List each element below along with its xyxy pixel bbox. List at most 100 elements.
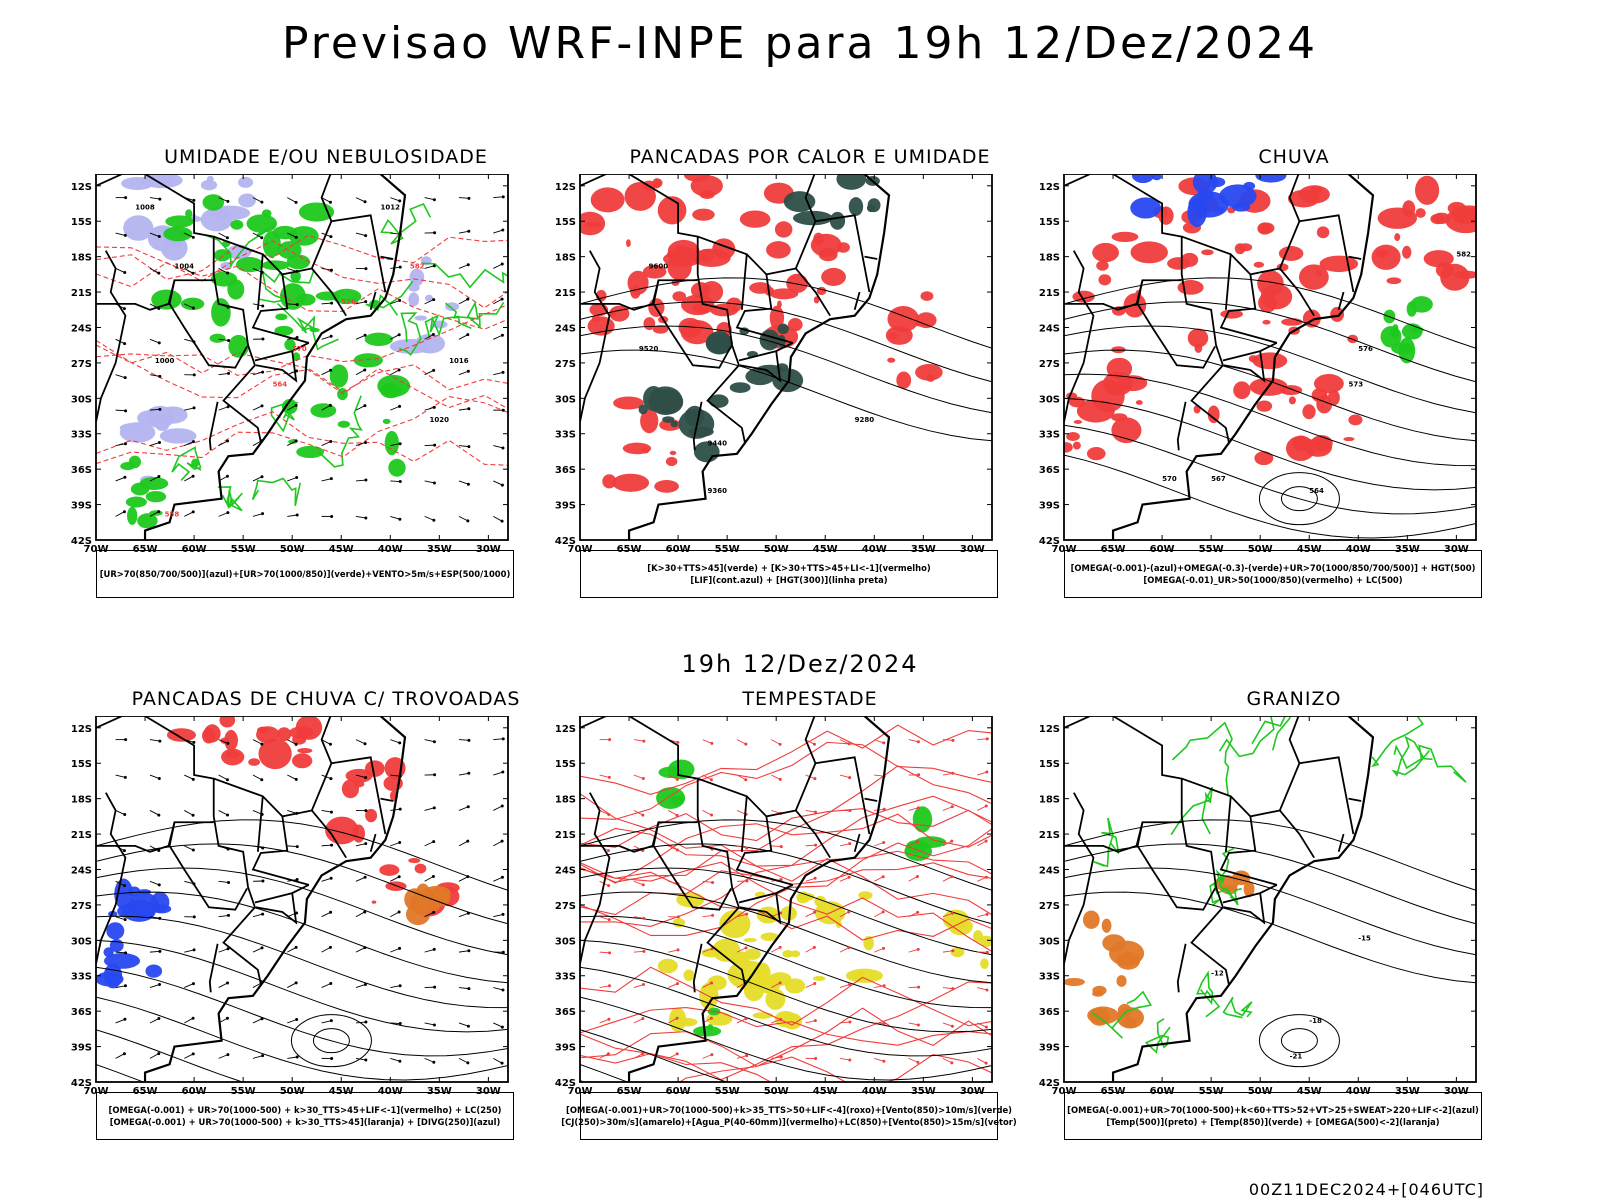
shaded-area-green xyxy=(912,806,933,833)
wind-vector-head xyxy=(500,804,504,808)
wind-vector xyxy=(252,1055,263,1059)
wind-vector xyxy=(115,409,126,412)
wind-vector xyxy=(493,371,504,376)
wind-vector xyxy=(874,985,885,988)
contour-line-red xyxy=(580,828,992,937)
country-border xyxy=(740,796,748,852)
wind-vector xyxy=(321,302,332,305)
lon-tick-label: 55W xyxy=(715,544,740,555)
wind-vector xyxy=(599,1018,610,1024)
country-border xyxy=(815,214,871,293)
shaded-area-blue xyxy=(103,947,114,958)
wind-vector xyxy=(908,1057,919,1063)
shaded-area-darkteal xyxy=(643,386,665,412)
wind-vector xyxy=(805,810,816,813)
wind-vector-head xyxy=(398,946,402,950)
shaded-area-yellow xyxy=(706,1012,733,1026)
wind-vector xyxy=(287,514,298,517)
shaded-area-red xyxy=(698,248,714,263)
contour-line xyxy=(1091,990,1153,1039)
panel-legend: [K>30+TTS>45](verde) + [K>30+TTS>45+LI<-… xyxy=(580,550,998,598)
wind-vector xyxy=(355,843,366,847)
wind-vector xyxy=(633,950,644,953)
wind-vector xyxy=(874,911,884,918)
country-border xyxy=(1176,401,1187,451)
wind-vector-head xyxy=(330,301,334,305)
wind-vector xyxy=(874,1022,885,1024)
wind-vector-head xyxy=(260,778,264,782)
wind-vector xyxy=(977,840,987,847)
wind-vector-head xyxy=(467,738,471,742)
wind-vector-head xyxy=(813,810,817,814)
wind-vector-head xyxy=(157,813,161,817)
wind-vector-head xyxy=(608,951,612,955)
contour-line xyxy=(1093,817,1120,868)
shaded-area-green xyxy=(262,231,281,258)
contour-line xyxy=(1391,735,1433,778)
wind-vector-head xyxy=(501,408,505,412)
isoline xyxy=(96,819,508,891)
wind-vector-head xyxy=(466,519,470,523)
wind-vector xyxy=(458,298,468,305)
wind-vector xyxy=(321,946,331,953)
wind-vector-head xyxy=(984,839,988,843)
wind-vector-head xyxy=(744,1017,748,1021)
country-border xyxy=(1348,255,1362,260)
wind-vector-head xyxy=(432,198,436,202)
shaded-area-red xyxy=(766,241,791,259)
shaded-area-green xyxy=(165,215,194,228)
wind-vector-head xyxy=(261,370,265,374)
country-border xyxy=(168,821,248,911)
shaded-area-red xyxy=(1386,277,1402,285)
shaded-area-green xyxy=(163,226,193,242)
wind-vector-head xyxy=(711,913,715,917)
wind-vector-head xyxy=(916,840,920,844)
wind-vector-head xyxy=(744,778,748,782)
wind-vector-head xyxy=(916,910,920,914)
shaded-area-red xyxy=(341,779,360,799)
wind-vector xyxy=(493,876,503,882)
wind-vector xyxy=(115,916,126,921)
lon-tick-label: 65W xyxy=(1101,1086,1126,1097)
contour-line-red xyxy=(580,793,992,867)
wind-vector-head xyxy=(261,1054,265,1058)
wind-vector xyxy=(633,1053,643,1059)
shaded-area-darkteal xyxy=(729,382,751,393)
shaded-area-green xyxy=(139,477,169,490)
wind-vector xyxy=(321,1020,332,1024)
wind-vector-head xyxy=(329,876,333,880)
shaded-area-red xyxy=(739,210,771,228)
wind-vector-head xyxy=(398,298,402,302)
map-canvas: 9600 9520 9440 9360 9280 12S 15S 18S 21S 24S 27S 30… xyxy=(555,174,993,555)
shaded-area-green xyxy=(309,327,320,333)
wind-vector-head xyxy=(122,1052,126,1056)
contour-line-red xyxy=(580,813,992,884)
wind-vector xyxy=(493,445,504,449)
wind-vector xyxy=(702,982,712,988)
shaded-area-yellow xyxy=(980,958,989,970)
shaded-area-red xyxy=(1076,399,1115,423)
wind-vector-head xyxy=(432,910,436,914)
wind-vector xyxy=(458,480,469,485)
wind-vector xyxy=(115,511,125,517)
wind-vector-head xyxy=(363,404,367,408)
country-border xyxy=(740,254,748,310)
lat-tick-label: 36S xyxy=(1039,1007,1060,1018)
lon-tick-label: 65W xyxy=(1101,544,1126,555)
shaded-area-red xyxy=(625,239,631,247)
wind-vector-head xyxy=(466,297,470,301)
contour-line-red xyxy=(580,1007,992,1046)
lon-tick-label: 55W xyxy=(715,1086,740,1097)
shaded-area-red xyxy=(248,758,260,766)
wind-vector-head xyxy=(501,770,505,774)
wind-vector-head xyxy=(260,946,264,950)
shaded-area-lavender xyxy=(238,193,256,208)
wind-vector xyxy=(736,774,746,781)
wind-vector xyxy=(321,335,332,340)
wind-vector xyxy=(424,912,434,918)
wind-vector xyxy=(287,232,297,238)
wind-vector xyxy=(252,476,263,482)
panel-title: PANCADAS DE CHUVA C/ TROVOADAS xyxy=(131,688,521,710)
wind-vector-head xyxy=(501,950,505,954)
wind-vector-head xyxy=(433,231,437,235)
